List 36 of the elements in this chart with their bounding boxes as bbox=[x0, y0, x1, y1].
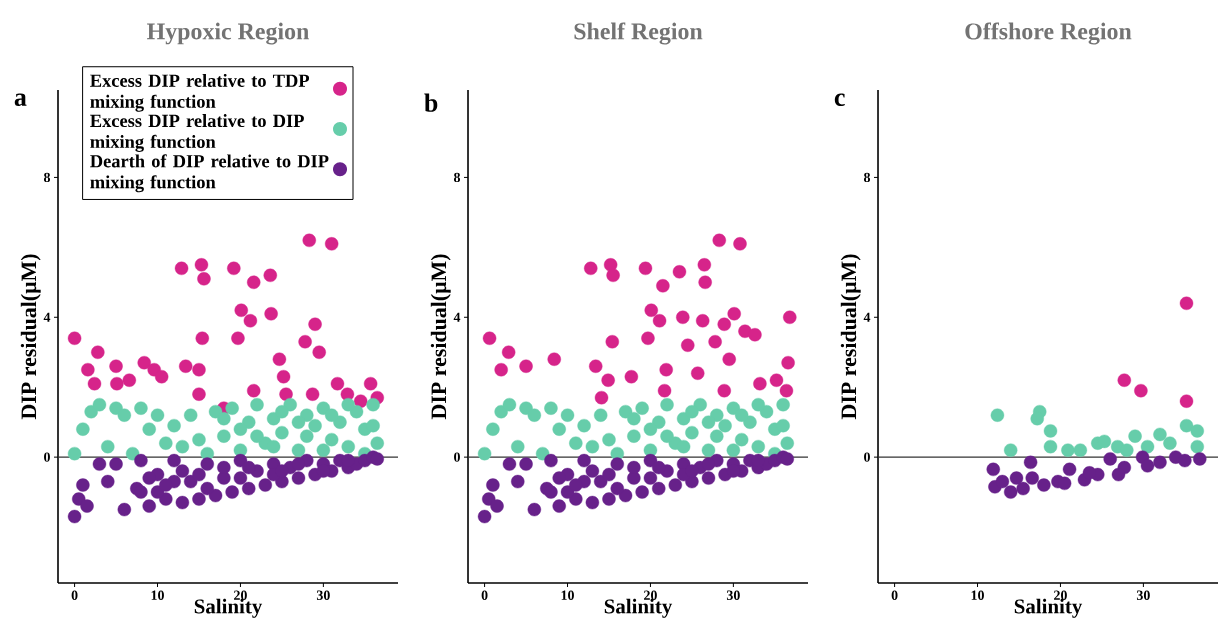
y-axis-title: DIP residual(μM) bbox=[20, 254, 41, 420]
chart-title: Hypoxic Region bbox=[147, 22, 309, 45]
legend-label: Excess DIP relative to DIP mixing function bbox=[90, 114, 304, 152]
x-tick-label: 0 bbox=[891, 590, 898, 600]
x-tick-label: 20 bbox=[644, 590, 657, 600]
y-tick-label: 4 bbox=[453, 312, 461, 322]
y-tick-label: 8 bbox=[43, 172, 51, 183]
text: c bbox=[834, 93, 845, 106]
y-tick-label: 4 bbox=[863, 312, 871, 322]
x-tick-label: 0 bbox=[481, 590, 488, 600]
chart-title: Shelf Region bbox=[574, 22, 703, 45]
x-axis-title: Salinity bbox=[1014, 598, 1083, 618]
y-tick-label: 0 bbox=[454, 452, 460, 462]
y-axis-title: DIP residual(μM) bbox=[840, 254, 861, 420]
x-axis-title: Salinity bbox=[604, 598, 673, 618]
x-tick-label: 10 bbox=[561, 590, 574, 600]
x-tick-label: 20 bbox=[234, 590, 247, 600]
legend-label: Excess DIP relative to TDP mixing function bbox=[90, 73, 310, 112]
x-tick-label: 30 bbox=[726, 590, 740, 600]
x-tick-label: 0 bbox=[71, 590, 78, 600]
x-tick-label: 20 bbox=[1054, 590, 1067, 600]
text: a bbox=[14, 93, 27, 106]
y-tick-label: 0 bbox=[44, 452, 50, 462]
y-axis-title: DIP residual(μM) bbox=[430, 254, 451, 420]
y-tick-label: 8 bbox=[863, 172, 871, 183]
x-tick-label: 30 bbox=[1136, 590, 1150, 600]
y-tick-label: 0 bbox=[864, 452, 870, 462]
y-tick-label: 8 bbox=[453, 172, 461, 183]
text: b bbox=[424, 93, 438, 112]
chart-title: Offshore Region bbox=[965, 22, 1132, 45]
x-tick-label: 30 bbox=[316, 590, 330, 600]
x-axis-title: Salinity bbox=[194, 598, 263, 618]
x-tick-label: 10 bbox=[971, 590, 984, 600]
x-tick-label: 10 bbox=[151, 590, 164, 600]
y-tick-label: 4 bbox=[43, 312, 51, 322]
legend-label: Dearth of DIP relative to DIP mixing function bbox=[90, 154, 329, 193]
